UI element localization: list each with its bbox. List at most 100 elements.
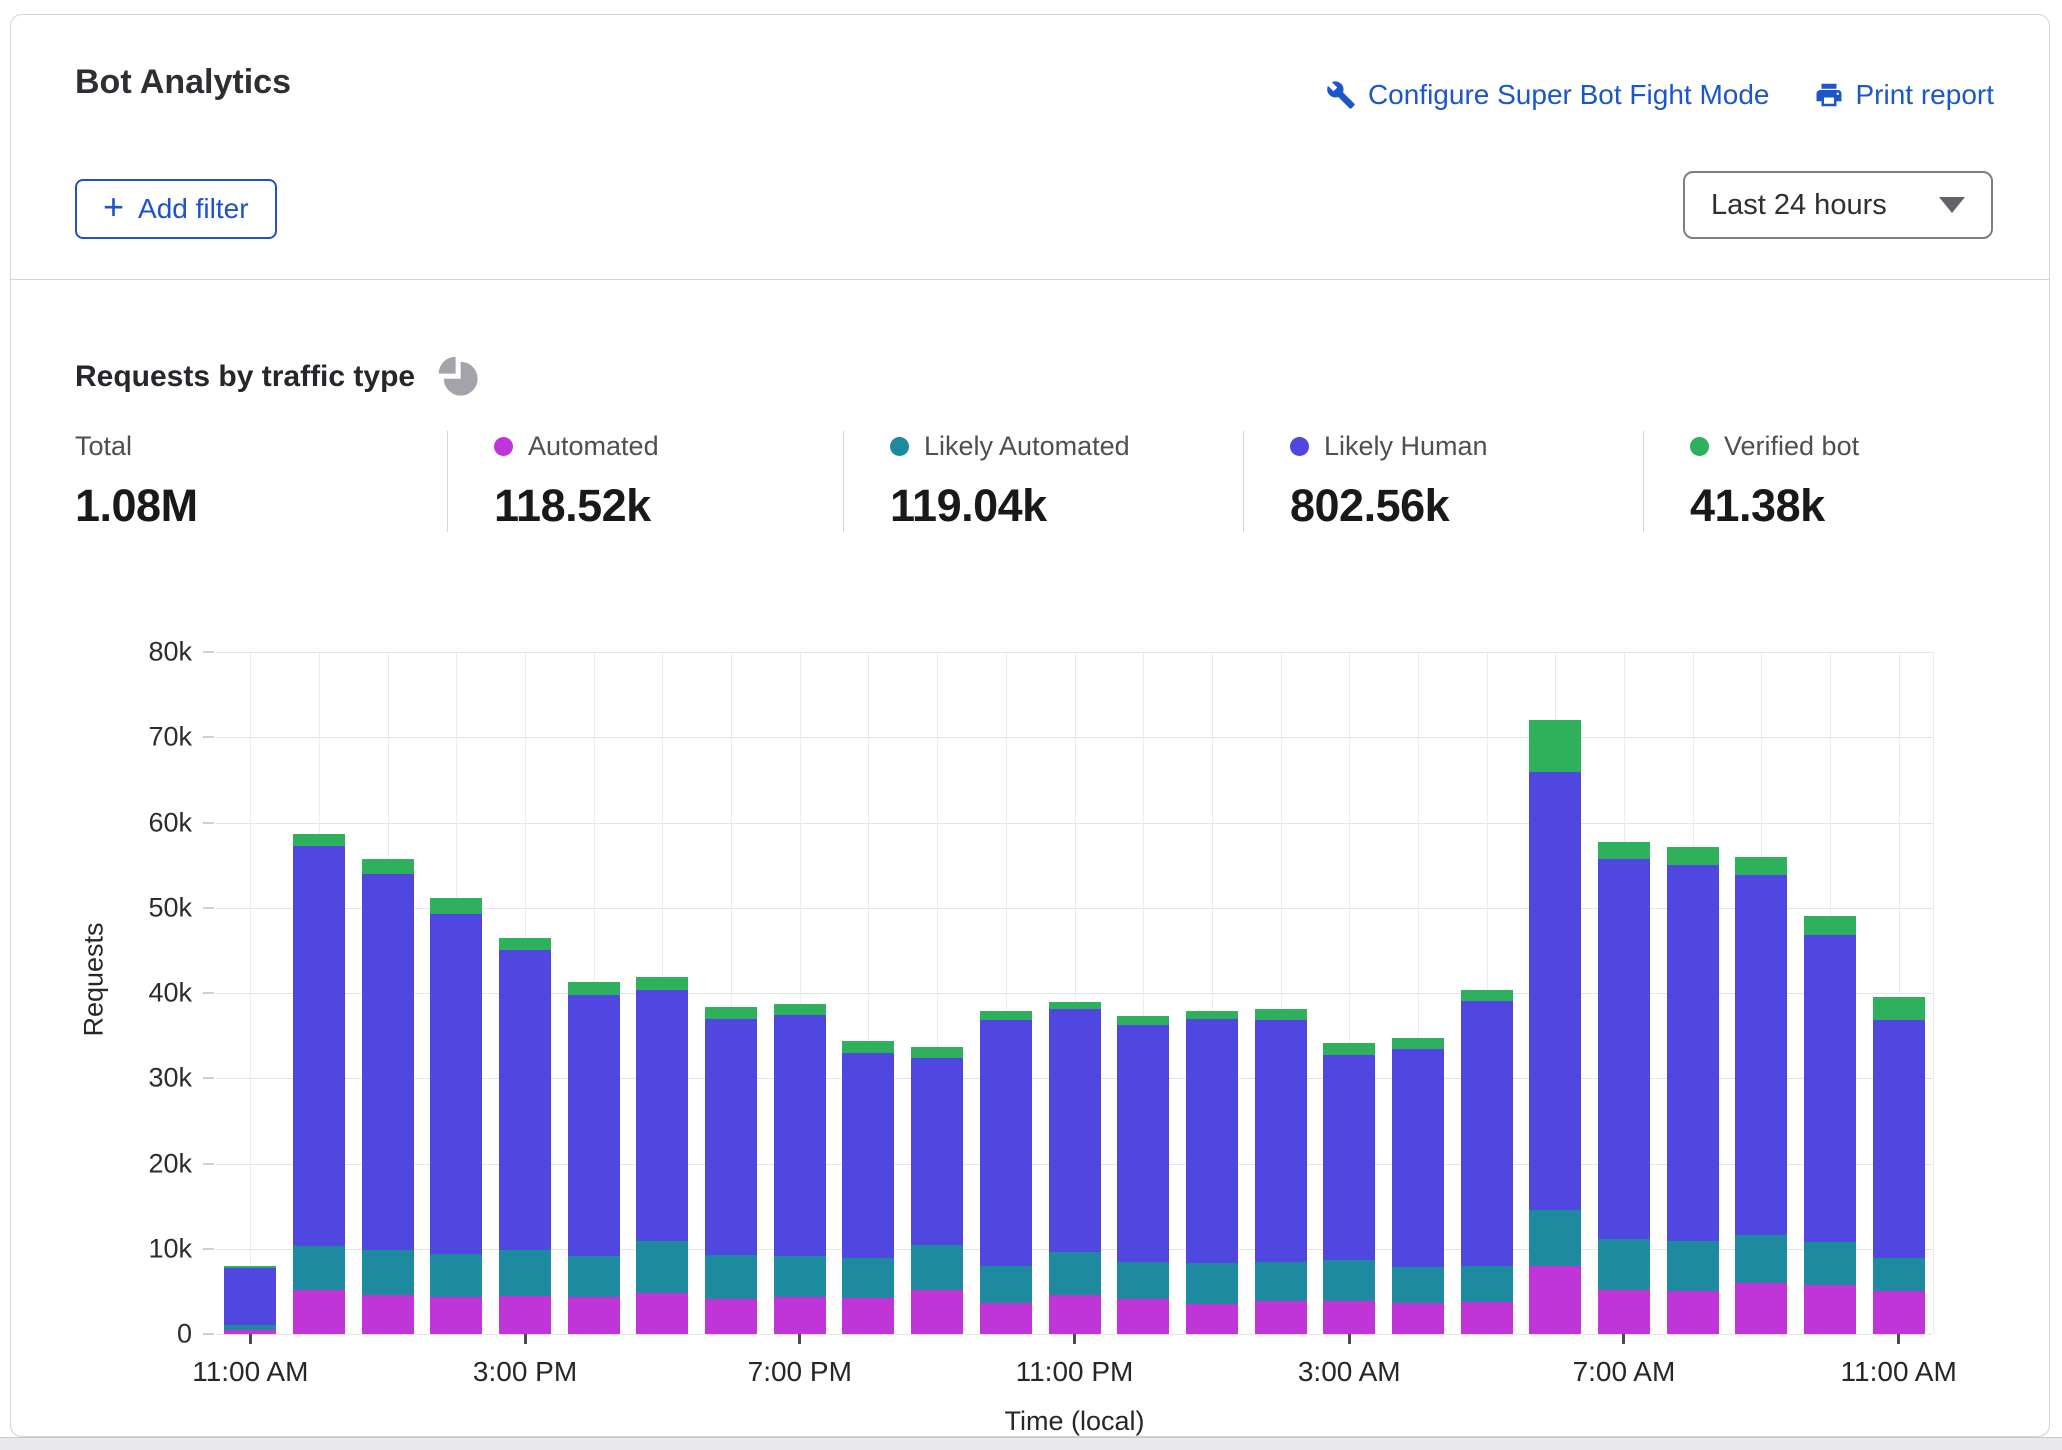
stacked-bar[interactable]: [499, 938, 551, 1334]
y-tick: [203, 1248, 214, 1250]
stat-likely-human-value: 802.56k: [1290, 480, 1643, 532]
y-axis-title: Requests: [79, 880, 110, 1080]
bar-segment-likely-automated: [842, 1258, 894, 1298]
stacked-bar[interactable]: [224, 1266, 276, 1334]
bar-segment-likely-automated: [636, 1241, 688, 1293]
stacked-bar[interactable]: [774, 1004, 826, 1334]
printer-icon: [1814, 80, 1844, 110]
stacked-bar[interactable]: [1529, 720, 1581, 1334]
bar-segment-verified-bot: [430, 898, 482, 913]
stacked-bar[interactable]: [362, 859, 414, 1334]
page-bottom-strip: [0, 1437, 2062, 1450]
stacked-bar[interactable]: [1804, 916, 1856, 1334]
stat-likely-automated-label: Likely Automated: [924, 431, 1130, 462]
pie-chart-icon: [437, 355, 481, 399]
bar-segment-likely-human: [293, 846, 345, 1247]
stacked-bar[interactable]: [1667, 847, 1719, 1334]
bar-segment-likely-automated: [911, 1245, 963, 1289]
stat-label-row: Likely Human: [1290, 431, 1643, 462]
bar-segment-likely-human: [1873, 1020, 1925, 1258]
configure-super-bot-fight-mode-link[interactable]: Configure Super Bot Fight Mode: [1326, 79, 1770, 111]
stacked-bar[interactable]: [1598, 842, 1650, 1334]
bar-segment-likely-automated: [293, 1246, 345, 1289]
stacked-bar[interactable]: [1049, 1002, 1101, 1334]
stacked-bar[interactable]: [1461, 990, 1513, 1334]
stacked-bar[interactable]: [1873, 997, 1925, 1334]
stat-automated-value: 118.52k: [494, 480, 843, 532]
y-tick: [203, 822, 214, 824]
stat-label-row: Total: [75, 431, 447, 462]
bar-segment-verified-bot: [1529, 720, 1581, 772]
bar-segment-verified-bot: [1049, 1002, 1101, 1010]
stacked-bar[interactable]: [293, 834, 345, 1334]
stacked-bar[interactable]: [1392, 1038, 1444, 1334]
bar-segment-verified-bot: [1117, 1016, 1169, 1025]
y-tick: [203, 736, 214, 738]
stacked-bar[interactable]: [568, 982, 620, 1334]
time-range-dropdown[interactable]: Last 24 hours: [1683, 171, 1993, 239]
bar-segment-automated: [842, 1298, 894, 1334]
x-tick: [1897, 1334, 1900, 1344]
bar-segment-verified-bot: [911, 1047, 963, 1058]
stat-automated: Automated 118.52k: [447, 431, 843, 532]
y-tick-label: 80k: [148, 637, 192, 668]
stat-verified-bot-value: 41.38k: [1690, 480, 2003, 532]
bar-segment-automated: [911, 1290, 963, 1334]
bar-segment-verified-bot: [1392, 1038, 1444, 1049]
stacked-bar[interactable]: [1255, 1009, 1307, 1334]
y-tick: [203, 651, 214, 653]
bar-segment-likely-human: [1461, 1001, 1513, 1266]
bar-segment-likely-automated: [224, 1325, 276, 1330]
x-tick-label: 11:00 AM: [192, 1356, 308, 1388]
verified-bot-color-dot: [1690, 437, 1709, 456]
x-tick: [1073, 1334, 1076, 1344]
bar-segment-likely-automated: [1255, 1262, 1307, 1300]
bar-segment-verified-bot: [1461, 990, 1513, 1001]
bar-segment-automated: [1323, 1301, 1375, 1334]
bar-segment-likely-human: [1117, 1025, 1169, 1262]
bar-segment-likely-automated: [1392, 1267, 1444, 1304]
stacked-bar[interactable]: [842, 1041, 894, 1334]
x-tick: [798, 1334, 801, 1344]
page-title: Bot Analytics: [75, 63, 291, 102]
section-title: Requests by traffic type: [75, 360, 415, 394]
bar-segment-likely-human: [1392, 1049, 1444, 1266]
gridline-v: [250, 652, 251, 1334]
add-filter-button[interactable]: + Add filter: [75, 179, 277, 239]
bar-segment-likely-human: [362, 874, 414, 1251]
bar-segment-likely-automated: [1186, 1263, 1238, 1304]
bar-segment-likely-human: [1255, 1020, 1307, 1262]
automated-color-dot: [494, 437, 513, 456]
stacked-bar[interactable]: [636, 977, 688, 1334]
stacked-bar[interactable]: [705, 1007, 757, 1334]
bar-segment-automated: [1667, 1291, 1719, 1334]
bar-segment-likely-automated: [1598, 1239, 1650, 1289]
stat-label-row: Automated: [494, 431, 843, 462]
bar-segment-verified-bot: [774, 1004, 826, 1015]
bar-segment-likely-human: [430, 914, 482, 1254]
stacked-bar[interactable]: [911, 1047, 963, 1334]
stacked-bar[interactable]: [980, 1011, 1032, 1334]
section-title-row: Requests by traffic type: [75, 355, 481, 399]
bar-segment-likely-automated: [1529, 1210, 1581, 1266]
stacked-bar[interactable]: [1186, 1011, 1238, 1334]
bar-segment-likely-automated: [1804, 1242, 1856, 1285]
bar-segment-automated: [430, 1297, 482, 1335]
y-tick-label: 50k: [148, 892, 192, 923]
bar-segment-automated: [568, 1297, 620, 1335]
bar-segment-likely-automated: [1735, 1235, 1787, 1283]
stat-total-label: Total: [75, 431, 132, 462]
stacked-bar[interactable]: [1323, 1043, 1375, 1334]
bar-segment-likely-automated: [1667, 1241, 1719, 1291]
stacked-bar[interactable]: [1117, 1016, 1169, 1334]
bar-segment-automated: [1461, 1302, 1513, 1334]
stacked-bar[interactable]: [430, 898, 482, 1334]
bar-segment-likely-human: [911, 1058, 963, 1246]
print-report-link[interactable]: Print report: [1814, 79, 1995, 111]
bar-segment-verified-bot: [980, 1011, 1032, 1020]
x-tick-label: 11:00 AM: [1841, 1356, 1957, 1388]
x-tick: [1622, 1334, 1625, 1344]
y-tick-label: 0: [177, 1319, 192, 1350]
stacked-bar[interactable]: [1735, 857, 1787, 1334]
bar-segment-likely-automated: [430, 1254, 482, 1297]
